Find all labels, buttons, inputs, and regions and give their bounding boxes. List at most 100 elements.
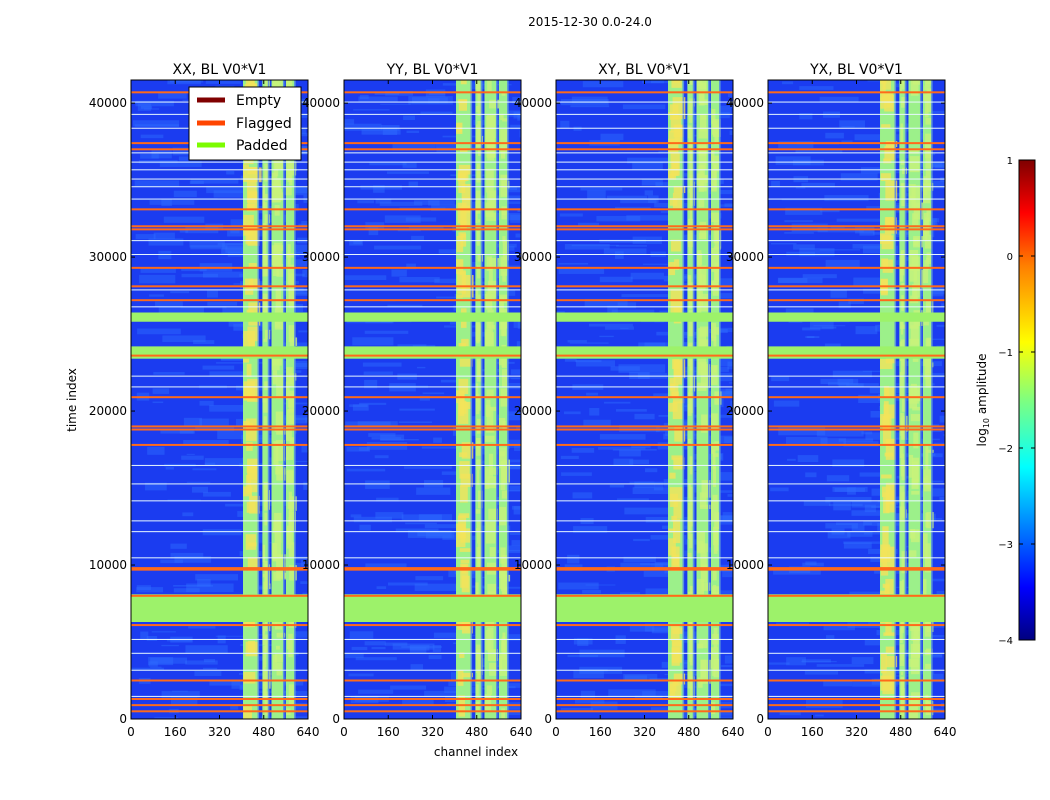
active-hotspot	[923, 93, 931, 102]
active-hotspot	[672, 554, 679, 566]
active-hotspot	[289, 161, 297, 172]
noise-cell	[382, 127, 398, 136]
noise-cell	[642, 263, 668, 265]
flagged-row	[131, 568, 308, 571]
noise-cell	[569, 342, 609, 344]
active-hotspot	[698, 128, 708, 139]
noise-cell	[161, 644, 179, 647]
noise-cell	[501, 545, 521, 552]
flagged-row	[768, 428, 945, 431]
noise-cell	[687, 686, 706, 695]
gap-row	[768, 520, 945, 522]
flagged-row	[131, 228, 308, 231]
noise-cell	[140, 268, 176, 273]
noise-cell	[803, 500, 831, 506]
active-hotspot	[263, 338, 268, 342]
active-hotspot	[688, 438, 692, 443]
active-hotspot	[884, 585, 890, 602]
noise-cell	[137, 328, 181, 335]
noise-cell	[239, 463, 281, 467]
noise-cell	[422, 392, 445, 395]
noise-cell	[174, 556, 212, 563]
flagged-row	[131, 624, 308, 627]
x-tick-label: 480	[889, 725, 912, 739]
active-hotspot	[499, 417, 506, 427]
noise-cell	[599, 335, 614, 338]
heatmap-2	[556, 80, 733, 719]
noise-cell	[930, 655, 943, 658]
noise-cell	[771, 376, 790, 382]
noise-cell	[147, 446, 165, 455]
active-hotspot	[699, 638, 708, 649]
active-hotspot	[901, 551, 907, 574]
active-hotspot	[487, 476, 497, 489]
noise-cell	[922, 163, 945, 169]
active-hotspot	[885, 482, 896, 505]
noise-cell	[502, 459, 521, 463]
active-hotspot	[262, 297, 268, 314]
noise-cell	[847, 487, 856, 495]
y-tick-label: 30000	[89, 250, 127, 264]
noise-cell	[633, 538, 650, 542]
noise-cell	[351, 646, 368, 651]
active-hotspot	[478, 127, 482, 146]
noise-cell	[365, 563, 407, 568]
noise-cell	[350, 514, 362, 518]
active-hotspot	[701, 480, 711, 498]
colorbar: 1 0 −1 −2 −3 −4 log10 amplitude	[975, 156, 1036, 647]
y-tick-label: 30000	[726, 250, 764, 264]
noise-cell	[718, 278, 733, 286]
noise-cell	[719, 490, 733, 493]
flagged-row	[344, 594, 521, 597]
active-hotspot	[477, 490, 483, 509]
padded-band	[344, 346, 521, 359]
active-hotspot	[486, 129, 494, 134]
noise-cell	[826, 475, 850, 482]
gap-row	[344, 101, 521, 103]
noise-cell	[650, 80, 673, 84]
noise-cell	[510, 124, 521, 130]
noise-cell	[825, 132, 844, 139]
gap-row	[131, 169, 308, 171]
active-hotspot	[501, 574, 508, 592]
active-hotspot	[700, 551, 707, 570]
noise-cell	[169, 80, 204, 83]
noise-cell	[376, 586, 387, 590]
noise-cell	[619, 424, 660, 432]
flagged-row	[344, 266, 521, 269]
noise-cell	[520, 664, 521, 670]
noise-cell	[728, 93, 733, 98]
active-hotspot	[499, 655, 503, 672]
active-hotspot	[900, 492, 904, 517]
x-tick-label: 480	[677, 725, 700, 739]
noise-cell	[414, 583, 459, 592]
active-hotspot	[275, 411, 283, 432]
active-hotspot	[900, 417, 903, 426]
active-hotspot	[501, 369, 508, 388]
active-hotspot	[456, 235, 464, 253]
active-hotspot	[700, 164, 705, 177]
noise-cell	[660, 211, 672, 213]
noise-cell	[190, 245, 228, 250]
noise-cell	[345, 421, 391, 426]
active-hotspot	[882, 526, 889, 551]
noise-cell	[411, 97, 448, 104]
active-hotspot	[923, 356, 931, 367]
y-tick-label: 40000	[89, 96, 127, 110]
flagged-row	[768, 228, 945, 231]
active-hotspot	[700, 543, 708, 552]
flagged-row	[768, 594, 945, 597]
noise-cell	[621, 294, 670, 298]
noise-cell	[183, 439, 229, 446]
noise-cell	[722, 512, 733, 520]
noise-cell	[573, 638, 593, 645]
active-hotspot	[476, 322, 480, 342]
active-hotspot	[486, 212, 496, 221]
active-hotspot	[674, 259, 680, 270]
x-tick-label: 640	[297, 725, 320, 739]
noise-cell	[203, 491, 231, 497]
active-hotspot	[274, 521, 282, 543]
active-hotspot	[714, 441, 720, 451]
active-hotspot	[880, 173, 891, 182]
active-hotspot	[925, 446, 929, 470]
